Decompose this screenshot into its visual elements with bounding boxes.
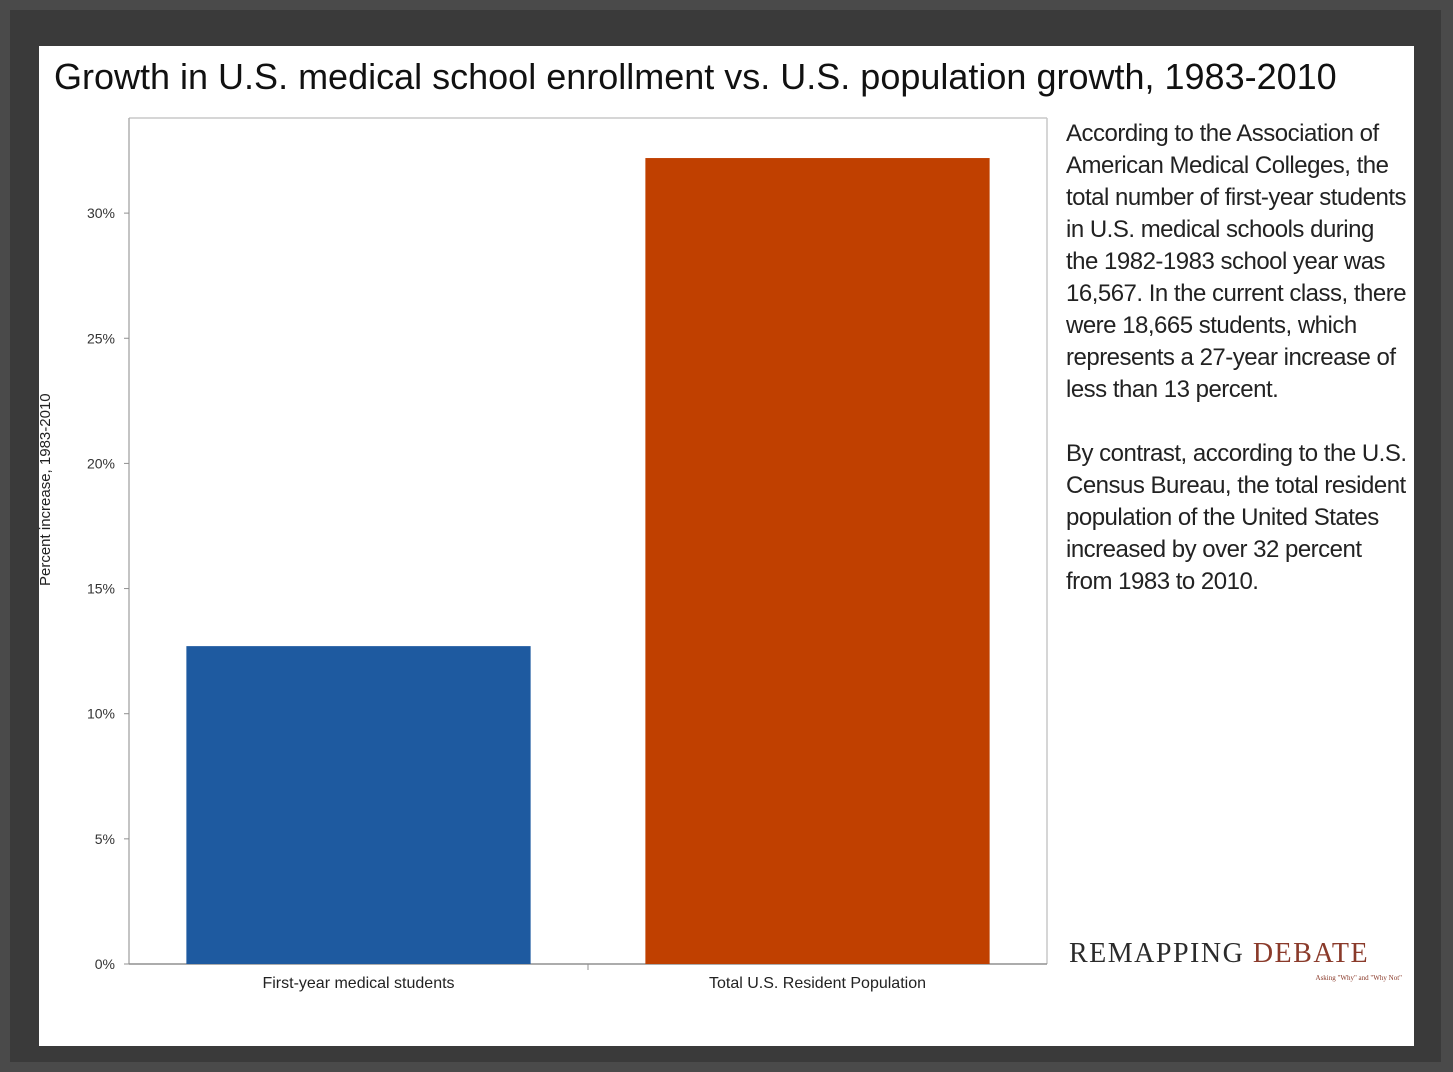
y-tick-label: 10% — [87, 706, 115, 722]
chart-title: Growth in U.S. medical school enrollment… — [54, 56, 1337, 97]
y-axis-label: Percent increase, 1983-2010 — [37, 393, 54, 586]
description-paragraph-1: According to the Association of American… — [1066, 120, 1407, 403]
y-tick-label: 25% — [87, 330, 115, 346]
side-description: According to the Association of American… — [1066, 118, 1411, 630]
description-paragraph-2: By contrast, according to the U.S. Censu… — [1066, 440, 1407, 595]
bar-1 — [186, 646, 531, 964]
bar-chart: 0% 5% 10% 15% 20% 25% 30% First-year medical st… — [87, 117, 1048, 992]
remapping-debate-logo: REMAPPING DEBATE Asking "Why" and "Why N… — [1069, 938, 1404, 986]
y-tick-label: 0% — [95, 956, 115, 972]
logo-wordmark: REMAPPING DEBATE — [1069, 938, 1404, 970]
y-tick-label: 30% — [87, 205, 115, 221]
y-tick-label: 20% — [87, 455, 115, 471]
chart-panel: Growth in U.S. medical school enrollment… — [37, 46, 1414, 1046]
bar-2 — [645, 158, 990, 964]
logo-tagline: Asking "Why" and "Why Not" — [1315, 974, 1402, 982]
x-tick-label: Total U.S. Resident Population — [709, 975, 926, 992]
logo-word-2: DEBATE — [1252, 938, 1370, 969]
y-tick-label: 5% — [95, 831, 115, 847]
y-tick-label: 15% — [87, 581, 115, 597]
logo-word-1: REMAPPING — [1069, 938, 1245, 969]
x-tick-label: First-year medical students — [262, 975, 454, 992]
